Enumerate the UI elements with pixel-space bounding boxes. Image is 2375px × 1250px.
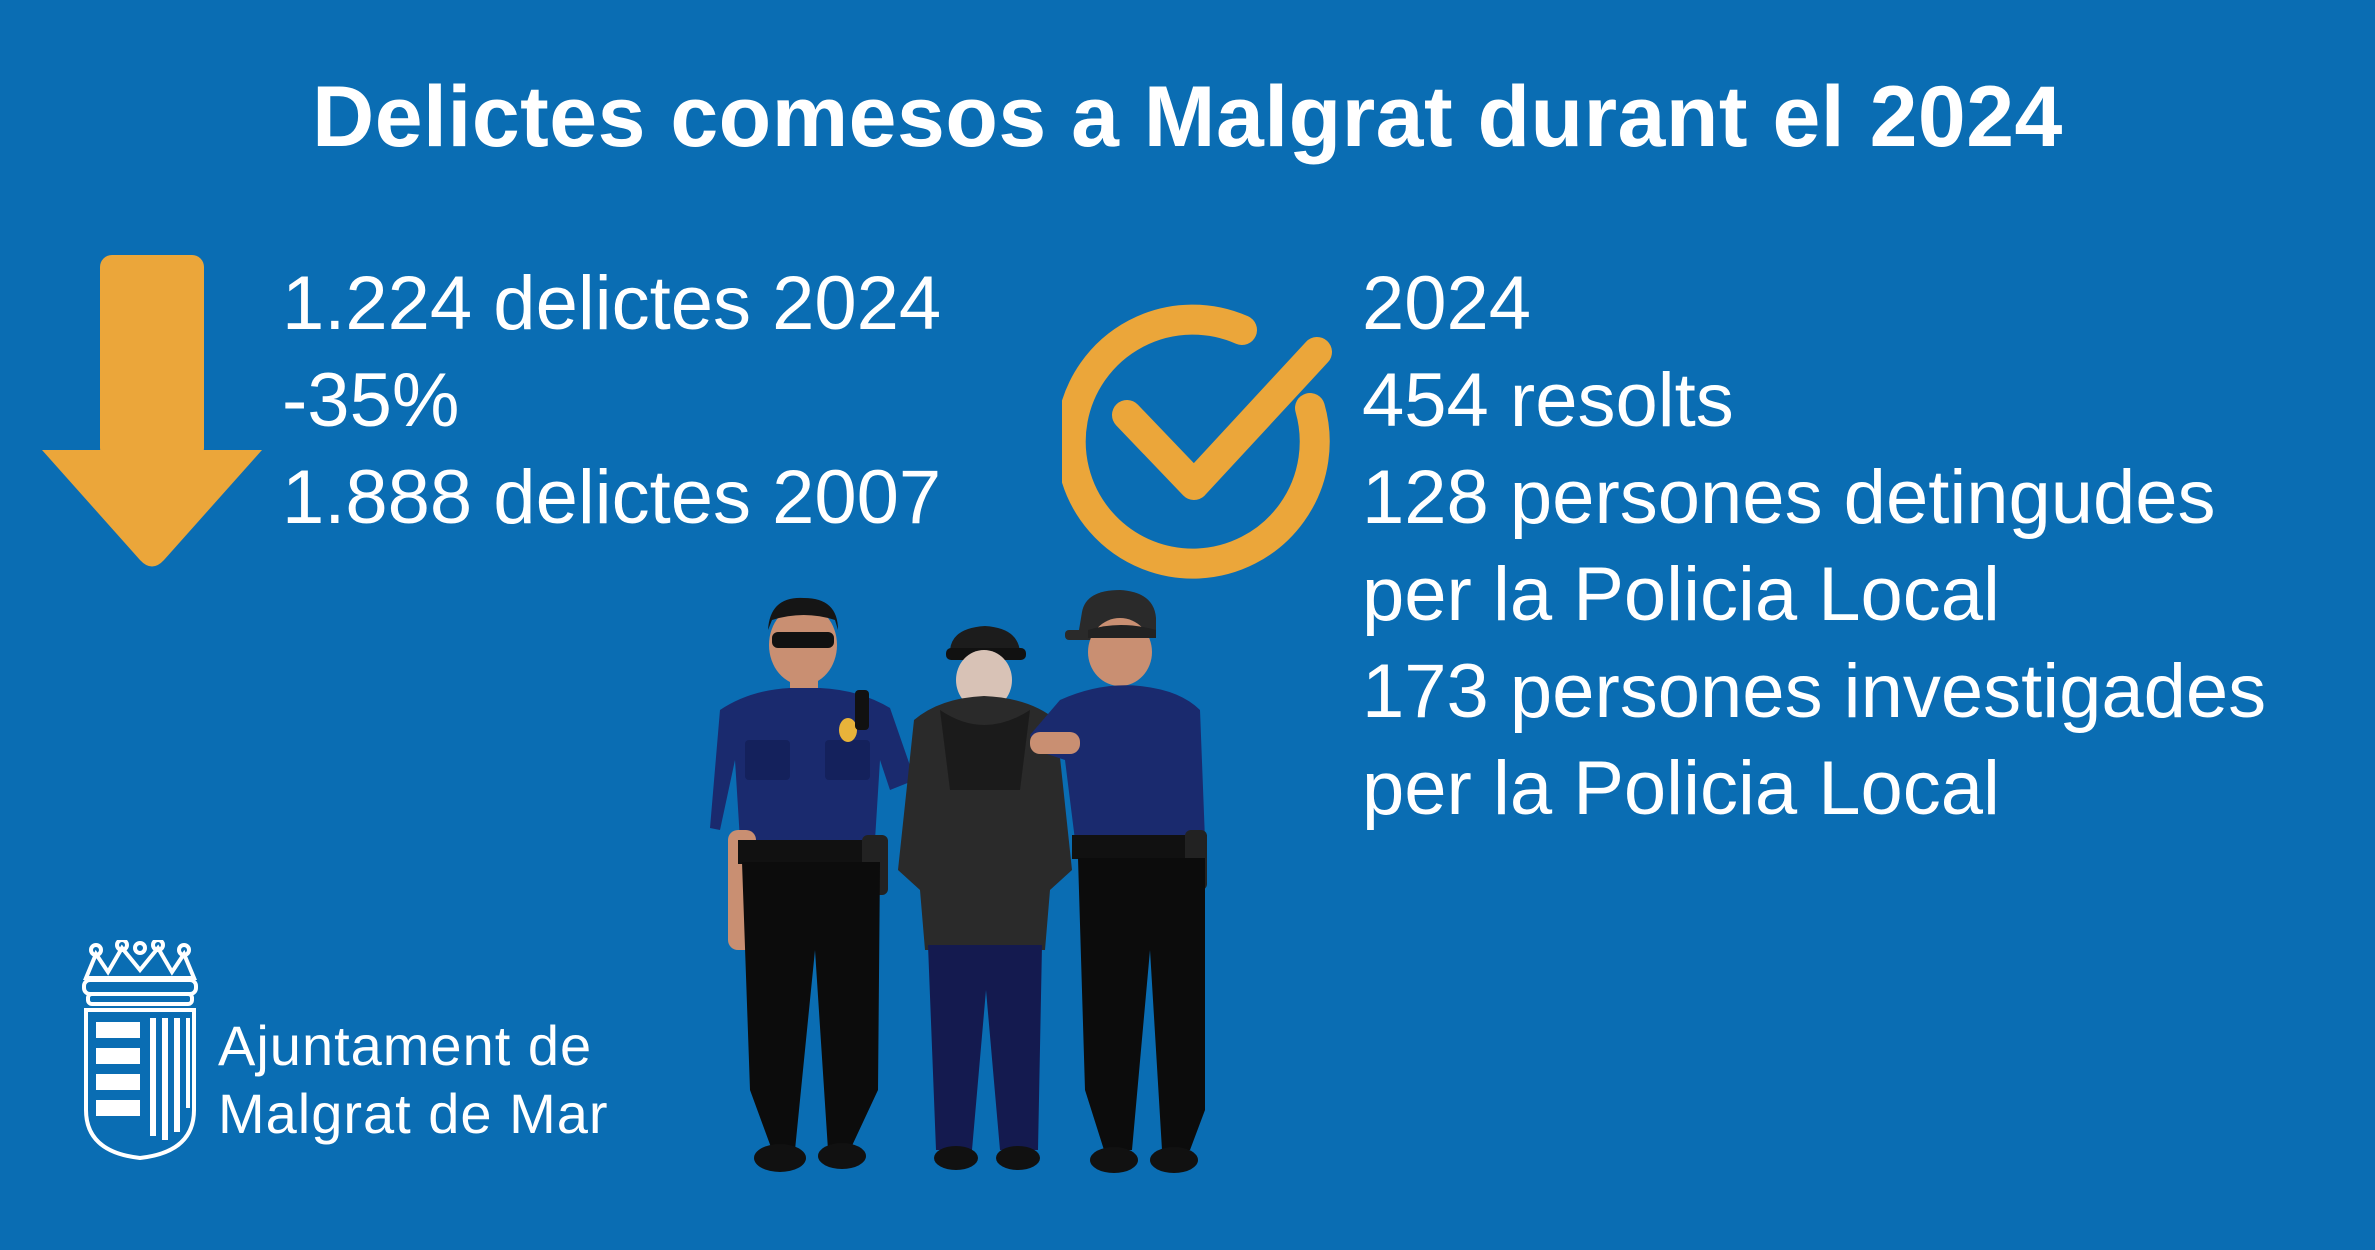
coat-of-arms-logo (82, 940, 198, 1161)
right-stats: 2024 454 resolts 128 persones detingudes… (1362, 255, 2266, 837)
organization-line-2: Malgrat de Mar (218, 1082, 609, 1145)
officer-right (1030, 590, 1207, 1173)
down-arrow-icon (42, 255, 262, 567)
detained-by: per la Policia Local (1362, 552, 2000, 637)
page-title: Delictes comesos a Malgrat durant el 202… (312, 69, 2063, 165)
year-label: 2024 (1362, 261, 1532, 346)
investigated-count: 173 persones investigades (1362, 649, 2267, 734)
left-stats: 1.224 delictes 2024 -35% 1.888 delictes … (282, 255, 941, 546)
crimes-2007: 1.888 delictes 2007 (282, 455, 942, 540)
checkmark-circle-icon (1062, 304, 1332, 579)
investigated-by: per la Policia Local (1362, 746, 2000, 831)
organization-name: Ajuntament de Malgrat de Mar (218, 1012, 609, 1148)
crimes-2024: 1.224 delictes 2024 (282, 261, 942, 346)
organization-line-1: Ajuntament de (218, 1014, 593, 1077)
detainee (898, 626, 1072, 1170)
resolved-count: 454 resolts (1362, 358, 1734, 443)
police-arrest-illustration (710, 590, 1207, 1173)
crimes-change: -35% (282, 358, 460, 443)
officer-left (710, 597, 915, 1172)
detained-count: 128 persones detingudes (1362, 455, 2216, 540)
